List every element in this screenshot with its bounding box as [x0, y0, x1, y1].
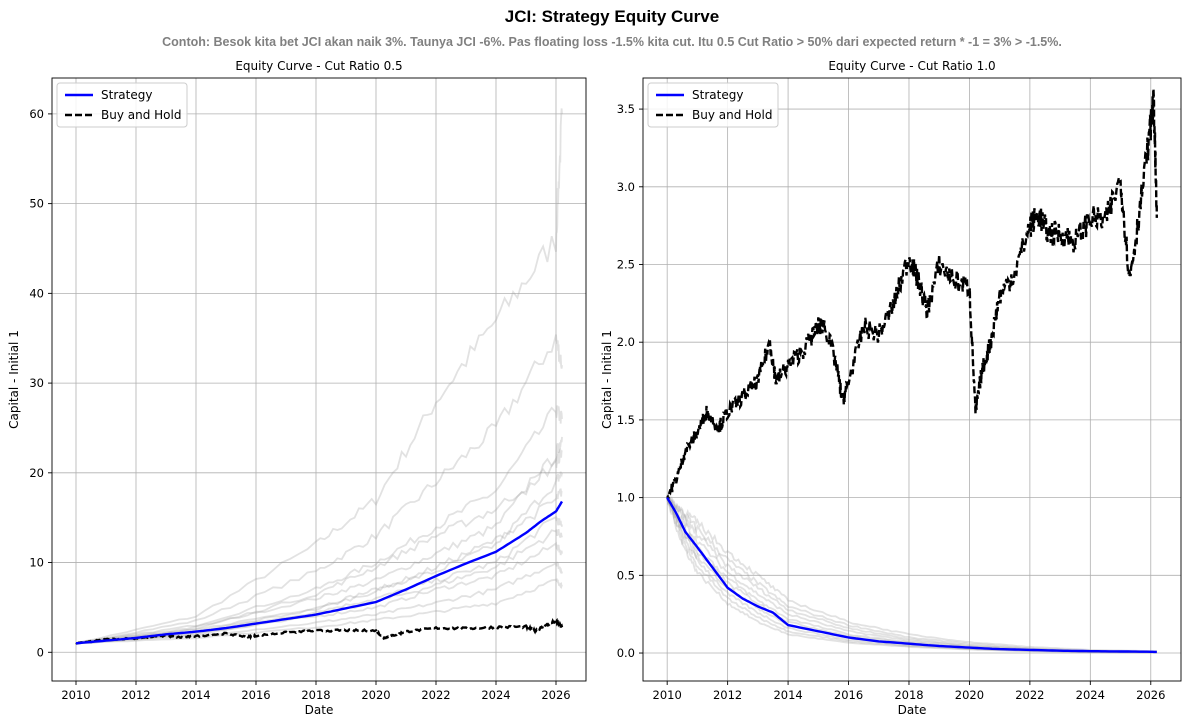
- right-x-tick-label: 2020: [955, 688, 984, 702]
- left-y-tick-label: 20: [29, 466, 44, 480]
- left-x-tick-label: 2020: [361, 688, 390, 702]
- figure-title: JCI: Strategy Equity Curve: [505, 7, 719, 26]
- left-buy-and-hold-line: [75, 617, 564, 645]
- left-x-tick-label: 2016: [241, 688, 270, 702]
- left-simulation-line: [75, 471, 563, 645]
- right-x-tick-label: 2022: [1015, 688, 1044, 702]
- right-legend-strategy-label: Strategy: [692, 88, 743, 102]
- right-panel-cut-ratio-1.0: 2010 2012 2014 2016 2018 2020 2022 2024 2026 0.0 0…: [600, 59, 1182, 717]
- left-y-tick-label: 30: [29, 376, 44, 390]
- left-x-tick-label: 2010: [61, 688, 90, 702]
- right-buy-and-hold-line: [666, 88, 1158, 501]
- right-x-tick-label: 2026: [1136, 688, 1165, 702]
- left-x-tick-label: 2014: [181, 688, 210, 702]
- left-y-axis-label: Capital - Initial 1: [7, 330, 21, 429]
- left-x-tick-label: 2012: [121, 688, 150, 702]
- left-simulation-line: [75, 561, 563, 645]
- left-simulation-line: [75, 334, 563, 644]
- left-y-tick-label: 40: [29, 286, 44, 300]
- left-legend-strategy-label: Strategy: [101, 88, 152, 102]
- right-strategy-line: [666, 497, 1157, 654]
- right-y-tick-label: 0.5: [617, 568, 635, 582]
- left-simulation-line: [75, 108, 563, 645]
- right-legend: Strategy Buy and Hold: [647, 82, 779, 128]
- right-x-tick-label: 2012: [713, 688, 742, 702]
- left-strategy-line: [75, 500, 564, 645]
- right-simulation-line: [666, 494, 1157, 653]
- right-x-tick-label: 2016: [834, 688, 863, 702]
- left-legend-buy-hold-label: Buy and Hold: [101, 108, 181, 122]
- right-simulation-line: [666, 494, 1157, 653]
- left-panel-cut-ratio-0.5: 2010 2012 2014 2016 2018 2020 2022 2024 2026 0 10 2…: [7, 59, 587, 717]
- left-simulation-line: [75, 515, 563, 645]
- right-y-tick-label: 2.5: [617, 257, 635, 271]
- left-x-tick-label: 2018: [301, 688, 330, 702]
- right-x-tick-label: 2014: [773, 688, 802, 702]
- right-simulation-line: [666, 495, 1157, 653]
- right-y-tick-label: 3.5: [617, 102, 635, 116]
- left-y-tick-label: 50: [29, 197, 44, 211]
- left-simulation-line: [75, 578, 563, 645]
- left-simulation-line: [75, 436, 563, 645]
- left-x-tick-label: 2022: [421, 688, 450, 702]
- left-x-tick-label: 2026: [541, 688, 570, 702]
- right-plot-area: [666, 88, 1158, 654]
- left-y-tick-label: 60: [29, 107, 44, 121]
- left-axes-frame: [51, 77, 587, 682]
- right-y-tick-label: 3.0: [617, 180, 635, 194]
- right-simulation-line: [666, 493, 1157, 653]
- left-simulation-line: [75, 541, 563, 645]
- right-x-tick-label: 2018: [894, 688, 923, 702]
- left-simulation-line: [75, 488, 563, 645]
- right-y-tick-label: 0.0: [617, 646, 635, 660]
- right-axes-frame: [642, 77, 1182, 682]
- left-plot-area: [75, 108, 564, 645]
- right-x-tick-label: 2024: [1076, 688, 1105, 702]
- right-legend-buy-hold-label: Buy and Hold: [692, 108, 772, 122]
- left-x-tick-label: 2024: [481, 688, 510, 702]
- right-y-axis-label: Capital - Initial 1: [600, 330, 614, 429]
- right-x-tick-label: 2010: [653, 688, 682, 702]
- figure-subtitle: Contoh: Besok kita bet JCI akan naik 3%.…: [162, 35, 1062, 49]
- left-y-tick-label: 0: [37, 645, 44, 659]
- left-simulation-line: [75, 405, 563, 645]
- left-panel-title: Equity Curve - Cut Ratio 0.5: [235, 59, 402, 73]
- left-legend: Strategy Buy and Hold: [56, 82, 188, 128]
- left-x-axis-label: Date: [305, 703, 334, 717]
- left-y-tick-label: 10: [29, 556, 44, 570]
- right-y-tick-label: 2.0: [617, 335, 635, 349]
- right-x-axis-label: Date: [898, 703, 927, 717]
- right-panel-title: Equity Curve - Cut Ratio 1.0: [828, 59, 995, 73]
- right-y-tick-label: 1.0: [617, 491, 635, 505]
- right-y-tick-label: 1.5: [617, 413, 635, 427]
- left-simulation-line: [75, 446, 563, 645]
